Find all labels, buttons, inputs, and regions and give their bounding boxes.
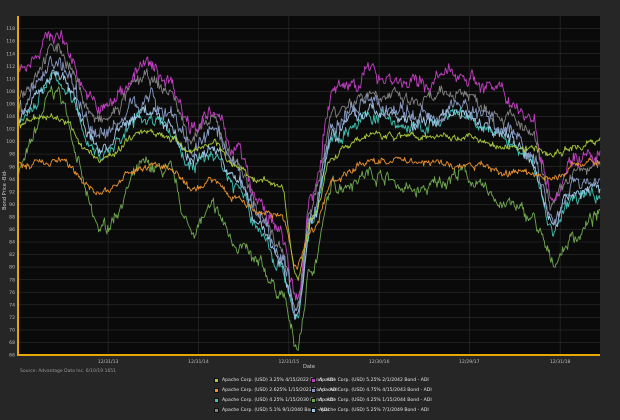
y-tick-label: 114: [6, 51, 15, 57]
series-line-3: [17, 156, 601, 270]
legend-label: Apache Corp. (USD) 5.1% 9/1/2040 Bond - …: [222, 408, 329, 413]
y-tick-label: 118: [6, 26, 15, 32]
legend-swatch: [311, 398, 316, 403]
y-tick-label: 112: [6, 64, 15, 70]
legend-swatch: [214, 378, 219, 383]
legend-label: Apache Corp. (USD) 3.25% 4/15/2022 Bond …: [222, 378, 335, 383]
y-tick-label: 116: [6, 39, 15, 45]
legend-label: Apache Corp. (USD) 4.25% 1/15/2044 Bond …: [319, 398, 432, 403]
y-tick-label: 90: [9, 202, 15, 208]
series-line-4: [17, 55, 601, 316]
y-tick-label: 82: [9, 252, 15, 258]
y-tick-label: 74: [9, 302, 15, 308]
y-tick-label: 102: [6, 127, 15, 133]
y-tick-label: 88: [9, 214, 15, 220]
plot-background: [18, 16, 600, 355]
y-tick-label: 108: [6, 89, 15, 95]
legend-item: Apache Corp. (USD) 2.625% 1/15/2023 Bond…: [214, 387, 338, 394]
y-tick-label: 86: [9, 227, 15, 233]
y-tick-label: 84: [9, 240, 15, 246]
legend-label: Apache Corp. (USD) 4.75% 4/15/2043 Bond …: [319, 388, 432, 393]
legend-item: Apache Corp. (USD) 4.25% 1/15/2030 Bond …: [214, 397, 335, 404]
legend-swatch: [311, 408, 316, 413]
series-line-2: [17, 29, 601, 301]
y-tick-label: 80: [9, 265, 15, 271]
y-tick-label: 94: [9, 177, 15, 183]
legend-label: Apache Corp. (USD) 2.625% 1/15/2023 Bond…: [222, 388, 338, 393]
y-tick-label: 110: [6, 76, 15, 82]
legend-item: Apache Corp. (USD) 5.1% 9/1/2040 Bond - …: [214, 407, 329, 414]
series-line-6: [17, 85, 601, 351]
y-tick-label: 66: [9, 353, 15, 359]
source-note: Source: Advantage Data Inc. 6/10/19 1651: [20, 369, 117, 374]
y-tick-label: 104: [6, 114, 15, 120]
x-axis: 12/31/13 12/31/14 12/31/15 12/30/16 12/29/17…: [98, 359, 571, 365]
x-tick-label: 12/31/14: [188, 359, 209, 365]
y-tick-label: 68: [9, 340, 15, 346]
y-tick-label: 98: [9, 152, 15, 158]
legend-swatch: [214, 388, 219, 393]
x-tick-label: 12/31/18: [550, 359, 571, 365]
x-tick-label: 12/31/13: [98, 359, 119, 365]
series-line-1: [17, 113, 601, 281]
legend-item: Apache Corp. (USD) 4.75% 4/15/2043 Bond …: [311, 387, 432, 394]
y-tick-label: 78: [9, 277, 15, 283]
x-tick-label: 12/31/15: [279, 359, 300, 365]
y-tick-label: 76: [9, 290, 15, 296]
y-tick-label: 72: [9, 315, 15, 321]
x-axis-label: Date: [303, 364, 315, 370]
legend-swatch: [214, 398, 219, 403]
legend-swatch: [311, 378, 316, 383]
legend-item: Apache Corp. (USD) 5.25% 7/1/2049 Bond -…: [311, 407, 429, 414]
y-tick-label: 70: [9, 327, 15, 333]
y-tick-label: 100: [6, 139, 15, 145]
legend-item: Apache Corp. (USD) 3.25% 4/15/2022 Bond …: [214, 377, 335, 384]
legend-item: Apache Corp. (USD) 4.25% 1/15/2044 Bond …: [311, 397, 432, 404]
series-lines: [17, 29, 601, 351]
x-tick-label: 12/29/17: [459, 359, 480, 365]
y-tick-label: 92: [9, 189, 15, 195]
legend-label: Apache Corp. (USD) 5.25% 2/1/2042 Bond -…: [319, 378, 429, 383]
y-tick-label: 96: [9, 164, 15, 170]
legend-label: Apache Corp. (USD) 4.25% 1/15/2030 Bond …: [222, 398, 335, 403]
y-tick-label: 106: [6, 101, 15, 107]
legend-item: Apache Corp. (USD) 5.25% 2/1/2042 Bond -…: [311, 377, 429, 384]
legend-swatch: [214, 408, 219, 413]
legend-swatch: [311, 388, 316, 393]
y-axis: 66 68 70 72 74 76 78 80 82 84 86 88 90 92 94 96 98 100 102…: [6, 26, 15, 358]
y-axis-label: Bond Price -Bid-: [2, 170, 8, 210]
series-line-7: [17, 42, 601, 312]
x-tick-label: 12/30/16: [369, 359, 390, 365]
legend-label: Apache Corp. (USD) 5.25% 7/1/2049 Bond -…: [319, 408, 429, 413]
